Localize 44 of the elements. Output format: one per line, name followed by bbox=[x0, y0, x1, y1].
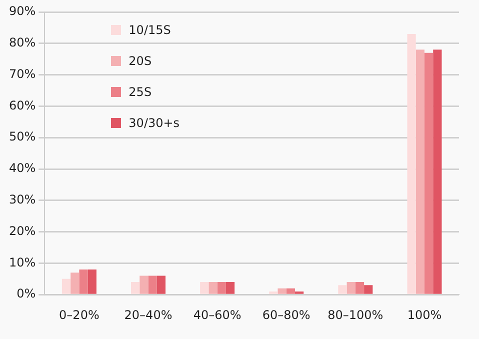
y-tick-label: 30% bbox=[9, 192, 36, 207]
x-tick-label: 20–40% bbox=[124, 308, 172, 322]
bar bbox=[88, 269, 96, 294]
y-tick-label: 20% bbox=[9, 224, 36, 238]
bar bbox=[217, 282, 226, 294]
y-tick-label: 0% bbox=[16, 286, 36, 301]
bar bbox=[355, 282, 364, 294]
bar bbox=[338, 285, 347, 294]
bar bbox=[286, 288, 295, 294]
x-tick-label: 60–80% bbox=[262, 308, 310, 322]
x-tick-label: 100% bbox=[407, 308, 442, 322]
bar bbox=[200, 282, 209, 294]
bar bbox=[208, 282, 218, 294]
bar bbox=[79, 269, 88, 294]
bar bbox=[156, 276, 166, 294]
bar bbox=[226, 282, 235, 294]
bar bbox=[433, 50, 442, 294]
y-tick-label: 40% bbox=[9, 161, 36, 176]
bar bbox=[278, 288, 286, 294]
bar bbox=[140, 276, 148, 294]
y-tick-label: 50% bbox=[9, 130, 36, 144]
bar bbox=[70, 272, 80, 294]
legend-label: 20S bbox=[128, 54, 152, 68]
y-tick-label: 70% bbox=[9, 66, 36, 81]
x-tick-label: 0–20% bbox=[59, 308, 100, 322]
bar bbox=[294, 291, 304, 294]
legend-label: 30/30+s bbox=[128, 116, 180, 130]
y-tick-label: 80% bbox=[9, 36, 36, 50]
bar bbox=[130, 282, 140, 294]
bar bbox=[407, 34, 416, 294]
x-tick-label: 80–100% bbox=[328, 308, 384, 322]
x-tick-label: 40–60% bbox=[193, 308, 242, 322]
legend-label: 25S bbox=[128, 84, 152, 98]
bar bbox=[269, 291, 278, 294]
legend-label: 10/15S bbox=[128, 22, 171, 36]
bar bbox=[346, 282, 356, 294]
y-tick-label: 60% bbox=[9, 98, 36, 112]
y-tick-label: 10% bbox=[9, 255, 36, 270]
bar bbox=[62, 278, 71, 294]
bar bbox=[148, 276, 157, 294]
y-tick-label: 90% bbox=[9, 4, 36, 18]
bar bbox=[424, 52, 434, 294]
bar bbox=[416, 50, 424, 294]
bar bbox=[364, 285, 373, 294]
